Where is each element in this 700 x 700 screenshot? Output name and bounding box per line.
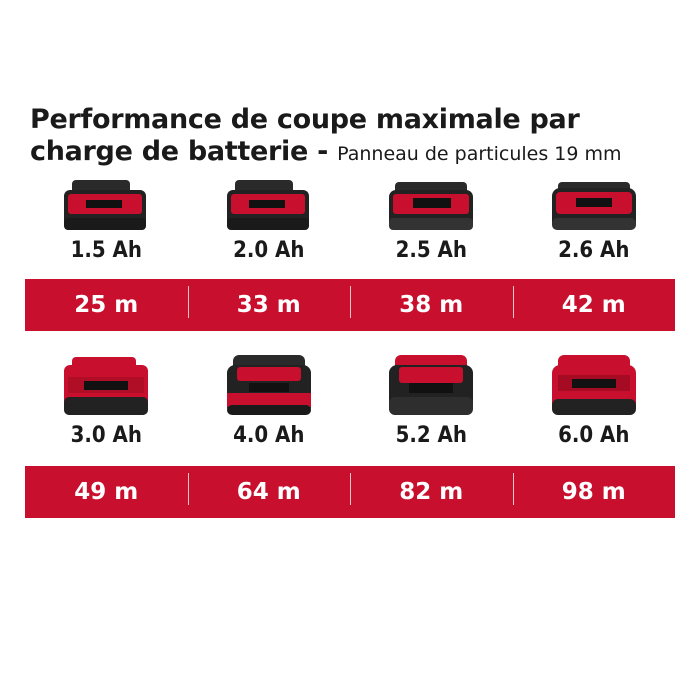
runtime-value: 38 m xyxy=(350,286,513,318)
battery-item: 2.5 Ah xyxy=(350,178,513,264)
runtime-value: 33 m xyxy=(187,286,351,318)
battery-icon xyxy=(551,182,636,230)
battery-icon xyxy=(226,180,309,230)
battery-icon xyxy=(551,355,636,415)
runtime-value: 49 m xyxy=(74,479,139,505)
battery-capacity: 3.0 Ah xyxy=(70,423,142,448)
battery-item: 5.2 Ah xyxy=(350,353,513,449)
battery-capacity: 4.0 Ah xyxy=(233,423,305,448)
battery-item: 2.0 Ah xyxy=(188,178,351,264)
battery-capacity: 2.0 Ah xyxy=(233,238,305,263)
battery-icon xyxy=(64,180,147,230)
page-title: Performance de coupe maximale par charge… xyxy=(30,104,680,170)
battery-icon xyxy=(64,357,149,415)
battery-item: 2.6 Ah xyxy=(513,178,676,264)
battery-capacity: 6.0 Ah xyxy=(558,423,630,448)
title-main: Performance de coupe maximale par charge… xyxy=(30,104,580,167)
title-subtitle: Panneau de particules 19 mm xyxy=(337,143,622,165)
performance-bar-1: 25 m 33 m 38 m 42 m xyxy=(25,279,675,331)
battery-row-1: 1.5 Ah 2.0 Ah 2.5 Ah 2.6 Ah xyxy=(25,178,675,264)
runtime-value: 64 m xyxy=(187,473,351,505)
runtime-value: 82 m xyxy=(350,473,513,505)
battery-icon xyxy=(389,355,474,415)
battery-item: 6.0 Ah xyxy=(513,353,676,449)
battery-capacity: 1.5 Ah xyxy=(70,238,142,263)
runtime-value: 98 m xyxy=(512,473,676,505)
performance-bar-2: 49 m 64 m 82 m 98 m xyxy=(25,466,675,518)
runtime-value: 42 m xyxy=(512,286,676,318)
runtime-value: 25 m xyxy=(74,292,139,318)
battery-capacity: 2.6 Ah xyxy=(558,238,630,263)
battery-item: 3.0 Ah xyxy=(25,353,188,449)
battery-row-2: 3.0 Ah 4.0 Ah 5.2 Ah 6.0 Ah xyxy=(25,353,675,449)
battery-item: 1.5 Ah xyxy=(25,178,188,264)
battery-item: 4.0 Ah xyxy=(188,353,351,449)
battery-icon xyxy=(226,355,311,415)
battery-icon xyxy=(389,182,474,230)
battery-capacity: 2.5 Ah xyxy=(395,238,467,263)
battery-capacity: 5.2 Ah xyxy=(395,423,467,448)
